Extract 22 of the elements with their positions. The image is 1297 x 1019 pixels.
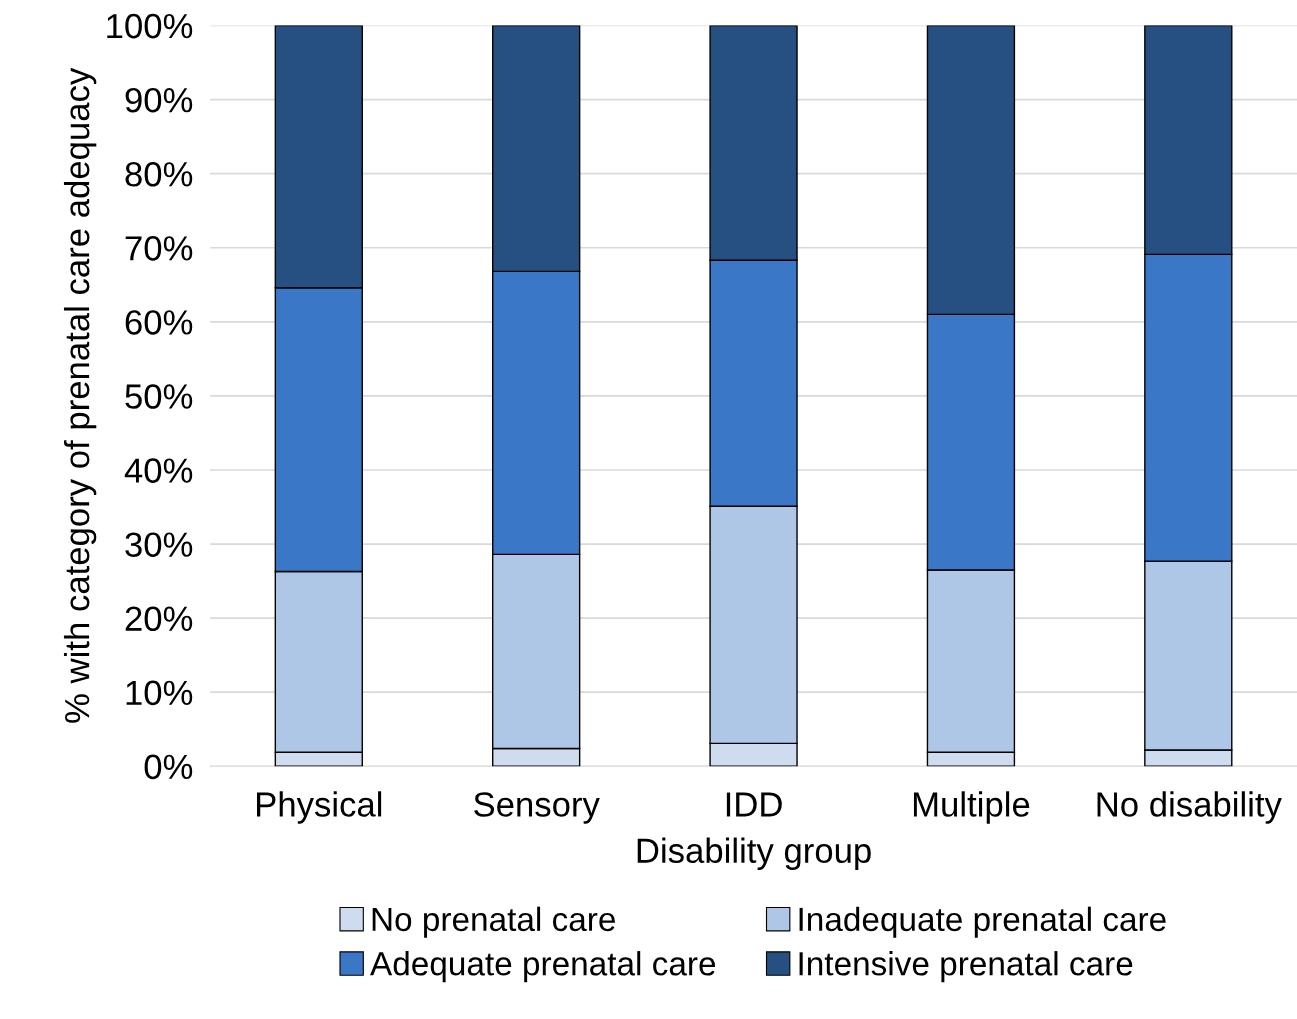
x-axis-title: Disability group: [637, 837, 871, 870]
legend-label: Intensive prenatal care: [799, 951, 1133, 983]
legend-label: Inadequate prenatal care: [799, 906, 1166, 938]
x-tick-label: Multiple: [913, 791, 1030, 824]
y-tick-label: 100%: [107, 13, 193, 39]
y-tick-label: 90%: [125, 87, 193, 113]
y-tick-label: 70%: [125, 236, 193, 261]
y-tick-label: 30%: [125, 532, 193, 557]
y-tick-label: 50%: [125, 384, 193, 409]
y-tick-label: 20%: [125, 606, 193, 632]
legend-label: Adequate prenatal care: [370, 951, 716, 983]
x-tick-label: IDD: [726, 792, 782, 817]
x-tick-label: No disability: [1097, 791, 1282, 824]
y-tick-label: 0%: [144, 754, 193, 780]
x-tick-label: Physical: [257, 791, 382, 824]
y-tick-label: 60%: [125, 310, 193, 335]
y-axis-title: % with category of prenatal care adequacy: [63, 67, 97, 723]
y-tick-label: 80%: [125, 161, 193, 187]
y-tick-label: 40%: [124, 458, 193, 483]
y-tick-label: 10%: [126, 680, 193, 706]
x-tick-label: Sensory: [474, 792, 600, 824]
legend-label: No prenatal care: [372, 906, 615, 938]
